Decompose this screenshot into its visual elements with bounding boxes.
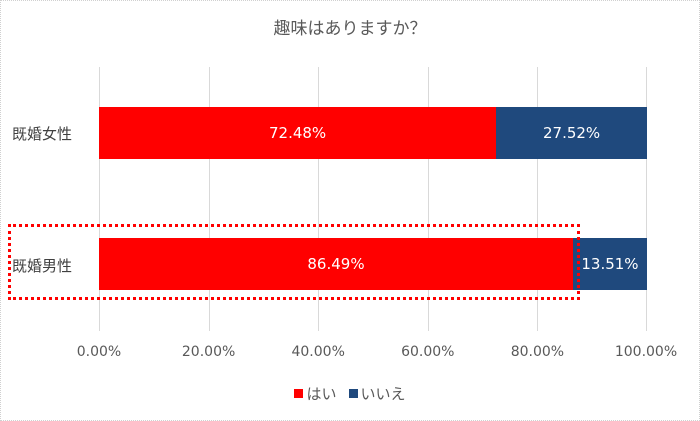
bar-segment-yes: 72.48% <box>99 107 497 159</box>
highlight-annotation-box <box>8 224 580 300</box>
gridline <box>318 67 320 331</box>
legend-swatch-no <box>348 389 358 398</box>
x-tick-label: 100.00% <box>614 344 678 360</box>
bar-row-married-men: 86.49% 13.51% <box>99 238 647 290</box>
bar-segment-no: 13.51% <box>572 238 647 290</box>
category-label-married-women: 既婚女性 <box>12 125 73 143</box>
plot-area: 72.48% 27.52% 86.49% 13.51% <box>99 67 647 331</box>
category-label-married-men: 既婚男性 <box>12 257 73 275</box>
gridline <box>646 67 647 331</box>
bar-row-married-women: 72.48% 27.52% <box>99 107 647 159</box>
x-tick-label: 60.00% <box>401 344 455 360</box>
gridline <box>537 67 539 331</box>
legend-item-yes[interactable]: はい <box>294 383 337 404</box>
bar-segment-no: 27.52% <box>496 107 647 159</box>
bar-segment-yes: 86.49% <box>99 238 573 290</box>
x-tick-label: 40.00% <box>291 344 345 360</box>
legend-swatch-yes <box>294 389 304 398</box>
gridline <box>208 67 210 331</box>
gridline <box>99 67 100 331</box>
gridline <box>427 67 429 331</box>
x-tick-label: 80.00% <box>510 344 565 360</box>
legend: はい いいえ <box>0 383 700 404</box>
x-tick-label: 0.00% <box>76 344 122 360</box>
legend-item-no[interactable]: いいえ <box>348 383 406 404</box>
x-tick-label: 20.00% <box>181 344 236 360</box>
chart-title: 趣味はありますか？ <box>273 19 427 39</box>
legend-label-yes: はい <box>306 385 337 403</box>
legend-label-no: いいえ <box>360 385 406 403</box>
